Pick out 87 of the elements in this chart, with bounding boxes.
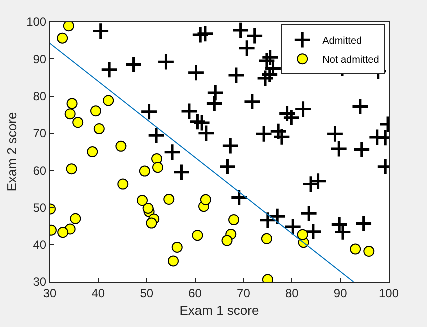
y-tick-label: 50 [33,200,47,215]
point [192,230,204,242]
point [137,195,148,206]
point [103,95,114,106]
point [278,104,296,123]
point [243,92,262,111]
point [118,178,129,190]
point [94,123,105,134]
y-tick-label: 70 [33,126,47,141]
point [72,117,84,128]
point [164,194,175,206]
point [192,26,210,44]
point [168,256,179,267]
point [273,128,291,146]
point [222,235,233,246]
point [351,98,370,116]
point [58,227,69,238]
point [228,214,240,226]
point [230,188,248,207]
point [146,218,158,229]
point [255,125,273,144]
legend-label: Not admitted [322,55,380,66]
point [364,246,375,258]
point [90,106,102,117]
x-tick-label: 90 [334,286,348,300]
point [206,94,224,113]
point [140,102,158,121]
point [142,202,154,214]
x-axis-title: Exam 1 score [180,303,260,318]
legend-label: Admitted [322,36,362,47]
point [200,194,212,206]
point [282,108,301,127]
point [218,158,237,176]
point [261,48,280,67]
point [352,140,371,159]
point [297,229,308,240]
point [157,53,176,72]
point [206,84,225,102]
point [330,140,348,158]
y-tick-label: 100 [26,15,47,30]
point [66,164,78,175]
point [152,162,164,174]
point [139,166,150,177]
point [148,126,166,145]
point [116,140,127,152]
y-tick-label: 90 [33,52,47,66]
point [172,242,183,253]
point [187,64,206,82]
x-tick-label: 70 [237,286,251,300]
y-axis-title: Exam 2 score [4,112,20,192]
point [164,143,182,162]
point [300,204,318,223]
point [350,244,362,255]
point [232,22,250,40]
x-tick-label: 60 [188,286,202,300]
x-tick-label: 40 [92,286,106,300]
point [70,213,82,224]
point [63,22,74,32]
point [57,32,68,44]
point [326,125,344,144]
point [196,24,214,43]
y-tick-label: 60 [33,164,47,178]
point [304,222,322,241]
point [172,163,191,182]
point [261,233,272,244]
point [354,214,373,233]
x-tick-label: 80 [285,286,300,300]
point [64,108,76,120]
point [222,137,240,156]
x-tick-label: 50 [140,286,154,300]
point [246,27,264,46]
point [268,208,287,226]
point [238,39,256,58]
point [100,60,119,79]
point [124,56,143,74]
point [260,66,279,84]
y-tick-label: 40 [33,238,47,252]
y-tick-label: 80 [33,89,47,104]
point [256,70,274,88]
point [92,22,110,40]
point [87,146,98,158]
point [270,122,288,141]
point [284,218,302,236]
point [228,66,246,84]
x-tick-label: 100 [378,286,400,300]
point [294,100,312,118]
point [66,98,78,110]
